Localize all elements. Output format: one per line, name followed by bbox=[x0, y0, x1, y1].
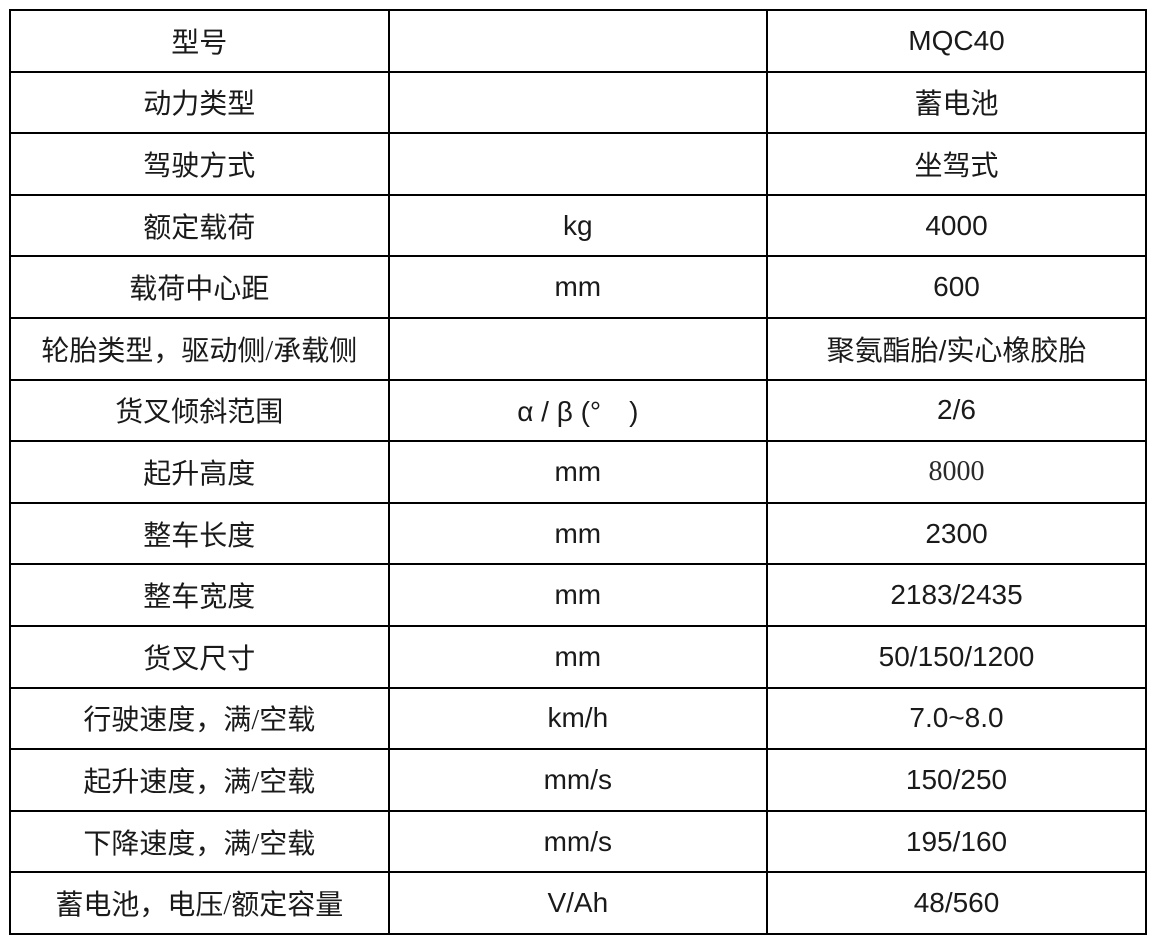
value-cell: 坐驾式 bbox=[766, 132, 1147, 196]
unit-cell: mm/s bbox=[387, 809, 769, 874]
value-cell: 50/150/1200 bbox=[766, 624, 1147, 689]
value-cell: MQC40 bbox=[766, 9, 1147, 73]
table-row: 轮胎类型，驱动侧/承载侧 聚氨酯胎/实心橡胶胎 bbox=[9, 316, 1147, 381]
table-row: 下降速度，满/空载 mm/s 195/160 bbox=[9, 809, 1147, 874]
value-cell: 600 bbox=[766, 255, 1147, 319]
param-cell: 整车长度 bbox=[9, 501, 390, 566]
value-cell: 195/160 bbox=[766, 809, 1147, 874]
table-row: 动力类型 蓄电池 bbox=[9, 70, 1147, 135]
unit-cell bbox=[387, 132, 769, 196]
table-row: 载荷中心距 mm 600 bbox=[9, 255, 1147, 319]
spec-table-body: 型号 MQC40 动力类型 蓄电池 驾驶方式 坐驾式 额定载荷 kg 4000 … bbox=[9, 9, 1147, 935]
unit-cell: mm bbox=[387, 255, 769, 319]
value-cell: 蓄电池 bbox=[766, 70, 1147, 135]
value-cell: 2183/2435 bbox=[766, 563, 1147, 627]
unit-cell: km/h bbox=[387, 686, 769, 751]
unit-cell: mm/s bbox=[387, 748, 769, 812]
value-cell: 4000 bbox=[766, 193, 1147, 258]
table-row: 行驶速度，满/空载 km/h 7.0~8.0 bbox=[9, 686, 1147, 751]
unit-cell: mm bbox=[387, 563, 769, 627]
value-cell: 8000 bbox=[766, 440, 1147, 504]
value-cell: 7.0~8.0 bbox=[766, 686, 1147, 751]
unit-cell: α / β (° ) bbox=[387, 378, 769, 443]
unit-cell: kg bbox=[387, 193, 769, 258]
param-cell: 蓄电池，电压/额定容量 bbox=[9, 871, 390, 935]
unit-cell bbox=[387, 70, 769, 135]
value-cell: 2300 bbox=[766, 501, 1147, 566]
table-row: 型号 MQC40 bbox=[9, 9, 1147, 73]
unit-cell: V/Ah bbox=[387, 871, 769, 935]
unit-cell: mm bbox=[387, 501, 769, 566]
table-row: 货叉尺寸 mm 50/150/1200 bbox=[9, 624, 1147, 689]
table-row: 蓄电池，电压/额定容量 V/Ah 48/560 bbox=[9, 871, 1147, 935]
value-cell: 48/560 bbox=[766, 871, 1147, 935]
param-cell: 货叉尺寸 bbox=[9, 624, 390, 689]
table-row: 起升速度，满/空载 mm/s 150/250 bbox=[9, 748, 1147, 812]
unit-cell: mm bbox=[387, 624, 769, 689]
param-cell: 型号 bbox=[9, 9, 390, 73]
param-cell: 下降速度，满/空载 bbox=[9, 809, 390, 874]
table-row: 驾驶方式 坐驾式 bbox=[9, 132, 1147, 196]
table-row: 整车长度 mm 2300 bbox=[9, 501, 1147, 566]
spec-table: 型号 MQC40 动力类型 蓄电池 驾驶方式 坐驾式 额定载荷 kg 4000 … bbox=[9, 9, 1147, 935]
param-cell: 额定载荷 bbox=[9, 193, 390, 258]
table-row: 额定载荷 kg 4000 bbox=[9, 193, 1147, 258]
param-cell: 轮胎类型，驱动侧/承载侧 bbox=[9, 316, 390, 381]
param-cell: 货叉倾斜范围 bbox=[9, 378, 390, 443]
table-row: 货叉倾斜范围 α / β (° ) 2/6 bbox=[9, 378, 1147, 443]
value-cell: 聚氨酯胎/实心橡胶胎 bbox=[766, 316, 1147, 381]
value-cell: 150/250 bbox=[766, 748, 1147, 812]
unit-cell: mm bbox=[387, 440, 769, 504]
param-cell: 起升高度 bbox=[9, 440, 390, 504]
param-cell: 载荷中心距 bbox=[9, 255, 390, 319]
param-cell: 起升速度，满/空载 bbox=[9, 748, 390, 812]
unit-cell bbox=[387, 316, 769, 381]
unit-cell bbox=[387, 9, 769, 73]
param-cell: 行驶速度，满/空载 bbox=[9, 686, 390, 751]
value-cell: 2/6 bbox=[766, 378, 1147, 443]
table-row: 起升高度 mm 8000 bbox=[9, 440, 1147, 504]
param-cell: 驾驶方式 bbox=[9, 132, 390, 196]
table-row: 整车宽度 mm 2183/2435 bbox=[9, 563, 1147, 627]
param-cell: 整车宽度 bbox=[9, 563, 390, 627]
param-cell: 动力类型 bbox=[9, 70, 390, 135]
